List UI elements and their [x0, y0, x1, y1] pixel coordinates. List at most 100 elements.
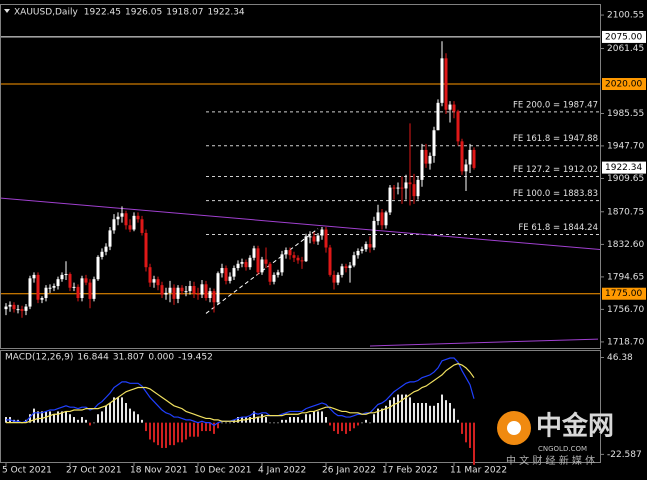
candle-body — [420, 149, 424, 180]
macd-bar — [121, 397, 123, 423]
macd-bar — [429, 405, 431, 423]
candle-body — [248, 257, 252, 268]
macd-bar — [373, 414, 375, 423]
candle-body — [152, 279, 156, 283]
candle-body — [388, 187, 392, 213]
macd-tick-label: -22.587 — [607, 450, 642, 460]
macd-bar — [281, 419, 283, 423]
level-label: 2020.00 — [605, 80, 642, 90]
macd-bar — [433, 405, 435, 423]
candle-body — [56, 279, 60, 287]
macd-bar — [209, 422, 211, 432]
macd-readout: 16.844 — [77, 353, 109, 363]
price-plot — [1, 36, 600, 347]
trendline — [369, 338, 599, 347]
macd-bar — [129, 408, 131, 423]
macd-bar — [173, 422, 175, 446]
macd-bar — [329, 422, 331, 426]
quote-value: 1922.45 — [84, 8, 121, 18]
macd-bar — [469, 422, 471, 448]
macd-bar — [53, 414, 55, 423]
candle-body — [12, 304, 16, 310]
candle-body — [80, 278, 84, 299]
candle-body — [128, 225, 132, 230]
candle-body — [116, 216, 120, 220]
candle-body — [76, 286, 80, 299]
macd-bar — [289, 417, 291, 423]
macd-main-line — [6, 357, 475, 427]
candle-body — [108, 230, 112, 247]
macd-bar — [305, 414, 307, 423]
macd-bar — [321, 411, 323, 423]
macd-readout: 0.000 — [148, 353, 174, 363]
candle-body — [8, 304, 12, 307]
logo-inner — [507, 421, 521, 435]
macd-bar — [113, 397, 115, 423]
brand: 中金网 — [536, 411, 614, 442]
candle-body — [228, 276, 232, 281]
y-tick-label: 2100.55 — [607, 11, 644, 21]
candle-body — [200, 284, 204, 295]
y-tick-label: 1909.65 — [607, 174, 644, 184]
macd-bar — [29, 414, 31, 423]
macd-bar — [145, 422, 147, 432]
level-label: 2075.00 — [605, 32, 642, 42]
macd-bar — [85, 419, 87, 423]
level-box — [602, 78, 646, 91]
macd-bar — [393, 397, 395, 423]
y-tick-label: 1985.55 — [607, 109, 644, 119]
quote-value: 1922.34 — [207, 8, 244, 18]
macd-bar — [453, 408, 455, 423]
level-label: 1775.00 — [605, 289, 642, 299]
macd-bar — [197, 422, 199, 437]
fib-label: FE 127.2 = 1912.02 — [513, 165, 598, 175]
y-tick-label: 1718.70 — [607, 337, 644, 347]
candle-body — [380, 212, 384, 226]
candle-body — [344, 266, 348, 269]
macd-bar — [425, 402, 427, 423]
macd-bar — [153, 422, 155, 443]
candle-body — [424, 149, 428, 164]
candle-body — [308, 236, 312, 238]
title-icon — [4, 9, 10, 13]
macd-bar — [409, 397, 411, 423]
candle-body — [428, 155, 432, 164]
candle-body — [432, 130, 436, 156]
site: CNGOLD.COM — [538, 445, 587, 453]
macd-title: MACD(12,26,9) — [5, 353, 73, 363]
candle-body — [416, 179, 420, 197]
candle-body — [360, 249, 364, 251]
macd-bar — [269, 422, 271, 424]
macd-bar — [437, 402, 439, 423]
macd-bar — [297, 417, 299, 423]
macd-bar — [149, 422, 151, 440]
candle-body — [92, 279, 96, 299]
macd-bar — [221, 422, 223, 424]
candle-body — [264, 259, 268, 264]
macd-bar — [161, 422, 163, 448]
macd-bar — [301, 419, 303, 423]
candle-body — [328, 247, 332, 275]
x-tick-label: 27 Oct 2021 — [66, 466, 122, 476]
macd-bar — [349, 422, 351, 432]
macd-bar — [193, 422, 195, 437]
candle-body — [372, 220, 376, 248]
candle-body — [392, 187, 396, 189]
fib-label: FE 200.0 = 1987.47 — [513, 100, 598, 110]
candle-body — [64, 274, 68, 276]
macd-bar — [137, 414, 139, 423]
candle-body — [144, 232, 148, 268]
candle-body — [104, 246, 108, 252]
macd-bar — [397, 394, 399, 423]
candle-body — [192, 286, 196, 294]
candle-body — [36, 274, 40, 300]
macd-bar — [165, 422, 167, 448]
candle-body — [460, 141, 464, 172]
candle-body — [288, 250, 292, 256]
macd-bar — [117, 397, 119, 423]
candle-body — [44, 287, 48, 299]
candle-body — [148, 267, 152, 283]
slogan: 中 文 财 经 新 媒 体 — [506, 454, 595, 467]
last-price-label: 1922.34 — [605, 163, 642, 173]
candle-body — [284, 250, 288, 255]
